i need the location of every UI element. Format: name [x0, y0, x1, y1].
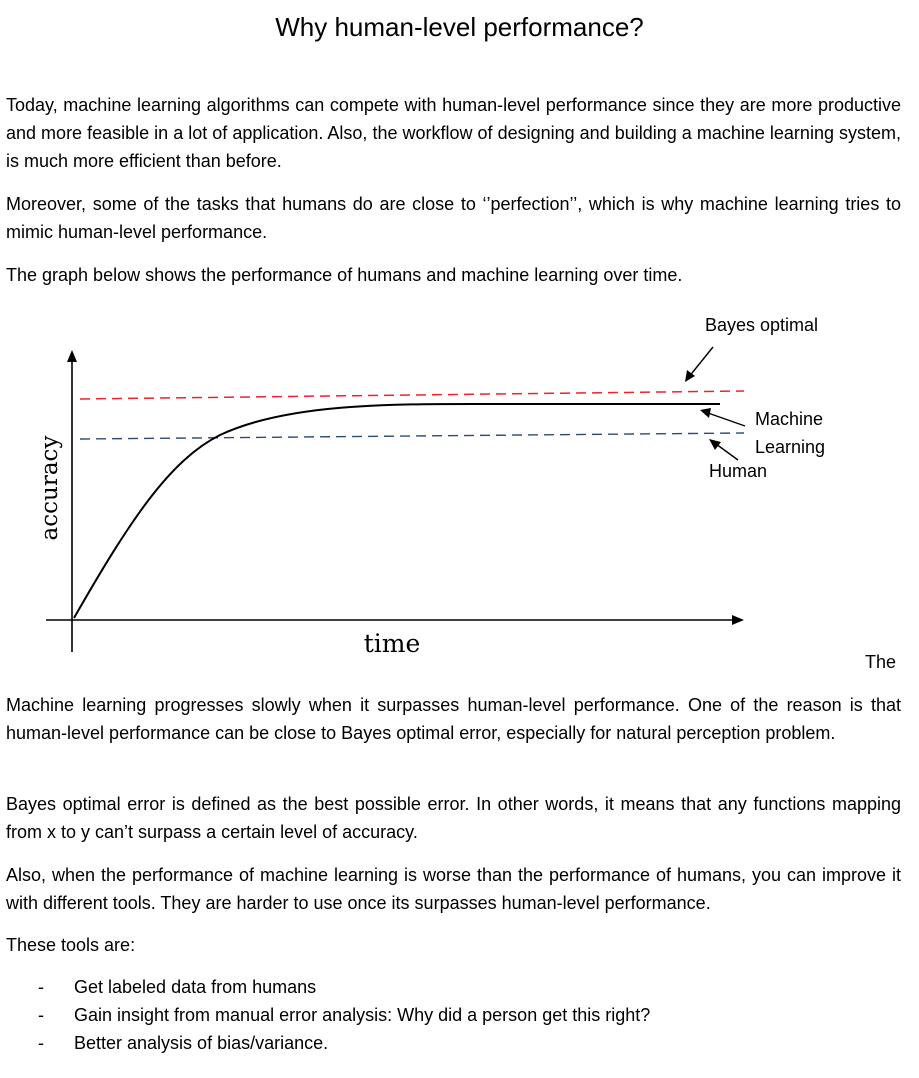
- list-bullet: -: [38, 1005, 44, 1025]
- y-axis-label: accuracy: [37, 436, 63, 541]
- machine-learning-label-line1: Machine: [755, 409, 823, 429]
- list-bullet: -: [38, 977, 44, 997]
- machine-learning-pointer: [707, 412, 746, 427]
- human-pointer-head: [709, 439, 721, 450]
- list-item-text: Get labeled data from humans: [74, 977, 317, 997]
- list-item-text: Gain insight from manual error analysis:…: [74, 1005, 651, 1025]
- tools-paragraph: Also, when the performance of machine le…: [6, 865, 901, 913]
- x-axis-label: time: [364, 629, 421, 658]
- list-item-text: Better analysis of bias/variance.: [74, 1033, 329, 1053]
- y-axis-arrowhead: [67, 350, 77, 362]
- human-level-line: [79, 432, 745, 440]
- perfection-paragraph: Moreover, some of the tasks that humans …: [6, 194, 901, 242]
- machine-learning-label-line2: Learning: [755, 437, 825, 457]
- human-pointer: [715, 443, 739, 461]
- list-item: - Gain insight from manual error analysi…: [6, 1001, 901, 1029]
- list-item: - Better analysis of bias/variance.: [6, 1029, 901, 1057]
- machine-learning-pointer-head: [700, 408, 711, 418]
- list-bullet: -: [38, 1033, 44, 1053]
- machine-learning-curve: [73, 402, 720, 619]
- performance-graph: time accuracy Bayes optimal Machine Lear…: [37, 315, 825, 658]
- bayes-paragraph: Bayes optimal error is defined as the be…: [6, 794, 901, 842]
- tools-heading: These tools are:: [6, 935, 136, 955]
- graph-intro-paragraph: The graph below shows the performance of…: [6, 265, 683, 285]
- tools-list: - Get labeled data from humans - Gain in…: [6, 973, 901, 1057]
- bayes-optimal-line: [79, 390, 745, 400]
- page-title: Why human-level performance?: [275, 12, 644, 42]
- human-label: Human: [709, 461, 767, 481]
- bayes-optimal-label: Bayes optimal: [705, 315, 818, 335]
- bayes-pointer: [687, 346, 714, 379]
- performance-figure: time accuracy Bayes optimal Machine Lear…: [0, 300, 919, 680]
- list-item: - Get labeled data from humans: [6, 973, 901, 1001]
- x-axis-arrowhead: [732, 615, 744, 625]
- bayes-pointer-head: [685, 370, 695, 382]
- intro-paragraph: Today, machine learning algorithms can c…: [6, 95, 901, 171]
- trailing-word: The: [865, 652, 897, 672]
- progress-paragraph: Machine learning progresses slowly when …: [6, 695, 901, 743]
